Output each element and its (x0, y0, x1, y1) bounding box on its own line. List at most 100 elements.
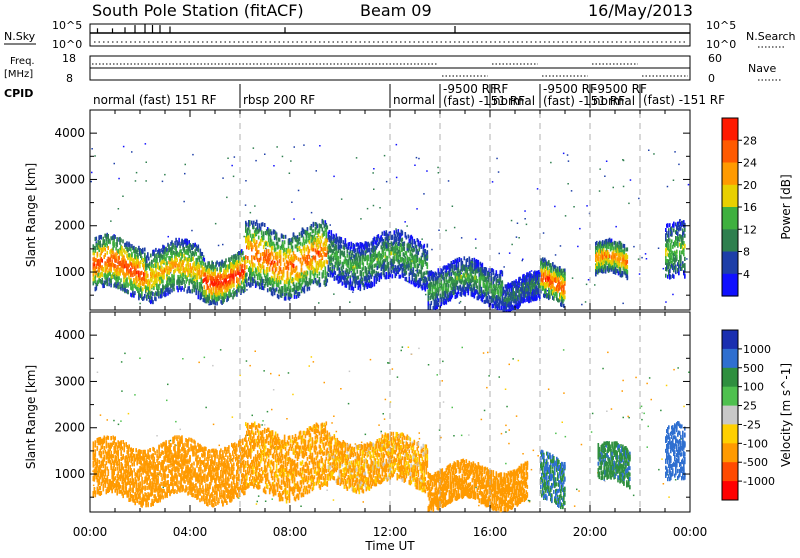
echo-cell (127, 248, 129, 252)
echo-cell (460, 301, 462, 303)
echo-cell (243, 236, 245, 238)
echo-cell (422, 286, 424, 290)
echo-cell (410, 244, 412, 248)
echo-cell (388, 262, 390, 266)
echo-cell (419, 248, 421, 252)
echo-cell (307, 258, 309, 262)
echo-cell (467, 258, 469, 262)
cpid-segment-label: normal (393, 93, 435, 107)
echo-cell (364, 286, 366, 290)
echo-cell (268, 228, 270, 232)
echo-cell (300, 242, 302, 246)
echo-cell (443, 272, 445, 276)
echo-cell (280, 251, 282, 255)
echo-cell (349, 242, 351, 246)
echo-cell (581, 304, 583, 306)
echo-cell (277, 252, 279, 256)
echo-cell (101, 273, 103, 277)
echo-cell (363, 251, 365, 255)
echo-cell (217, 274, 219, 278)
echo-cell (319, 145, 321, 147)
echo-cell (262, 222, 264, 226)
echo-cell (174, 268, 176, 272)
echo-cell (563, 153, 565, 155)
echo-cell (135, 180, 137, 182)
echo-cell (352, 291, 354, 293)
echo-cell (310, 271, 312, 275)
echo-cell (181, 239, 183, 243)
echo-cell (244, 266, 246, 270)
echo-cell (321, 239, 323, 243)
echo-cell (124, 288, 126, 292)
echo-cell (265, 248, 267, 250)
echo-cell (325, 272, 327, 276)
echo-cell (231, 165, 233, 167)
echo-cell (299, 292, 301, 296)
echo-cell (382, 232, 384, 236)
echo-cell (522, 259, 524, 261)
echo-cell (417, 258, 419, 262)
echo-cell (431, 249, 433, 251)
echo-cell (198, 295, 200, 299)
nave-tick-bottom: 0 (708, 72, 715, 85)
echo-cell (437, 167, 439, 169)
echo-cell (348, 261, 350, 265)
echo-cell (246, 289, 248, 291)
echo-cell (323, 270, 325, 274)
echo-cell (332, 263, 334, 267)
echo-cell (131, 253, 133, 257)
beam-label: Beam 09 (360, 1, 432, 20)
echo-cell (333, 293, 335, 295)
echo-cell (360, 261, 362, 265)
echo-cell (173, 287, 175, 291)
echo-cell (94, 155, 96, 157)
echo-cell (146, 162, 148, 164)
echo-cell (459, 302, 461, 304)
echo-cell (152, 300, 154, 304)
echo-cell (594, 284, 596, 286)
echo-cell (604, 176, 606, 178)
echo-cell (402, 238, 404, 242)
echo-cell (253, 225, 255, 229)
cpid-segment-line: normal (fast) 151 RF (93, 93, 217, 107)
echo-cell (341, 239, 343, 243)
echo-cell (96, 237, 98, 241)
echo-cell (250, 263, 252, 267)
echo-cell (147, 274, 149, 278)
echo-cell (360, 265, 362, 269)
echo-cell (526, 224, 528, 226)
echo-cell (568, 160, 570, 162)
echo-cell (290, 160, 292, 162)
echo-cell (344, 253, 346, 257)
echo-cell (387, 257, 389, 261)
echo-cell (404, 247, 406, 251)
echo-cell (218, 245, 220, 247)
echo-cell (108, 282, 110, 286)
cpid-segment-line: normal (493, 94, 535, 108)
echo-cell (333, 176, 335, 178)
echo-cell (404, 221, 406, 223)
echo-cell (674, 151, 676, 153)
echo-cell (273, 256, 275, 260)
echo-cell (258, 267, 260, 271)
echo-cell (267, 242, 269, 246)
echo-cell (340, 260, 342, 264)
echo-cell (158, 286, 160, 290)
echo-cell (492, 181, 494, 183)
echo-cell (402, 231, 404, 235)
echo-cell (406, 251, 408, 255)
echo-cell (336, 247, 338, 251)
echo-cell (245, 260, 247, 264)
echo-cell (409, 279, 411, 283)
echo-cell (394, 230, 396, 234)
echo-cell (278, 295, 280, 299)
echo-cell (469, 257, 471, 261)
echo-cell (294, 285, 296, 289)
echo-cell (282, 156, 284, 158)
echo-cell (586, 284, 588, 286)
echo-cell (300, 259, 302, 263)
echo-cell (110, 220, 112, 222)
echo-cell (331, 236, 333, 240)
echo-cell (244, 285, 246, 289)
